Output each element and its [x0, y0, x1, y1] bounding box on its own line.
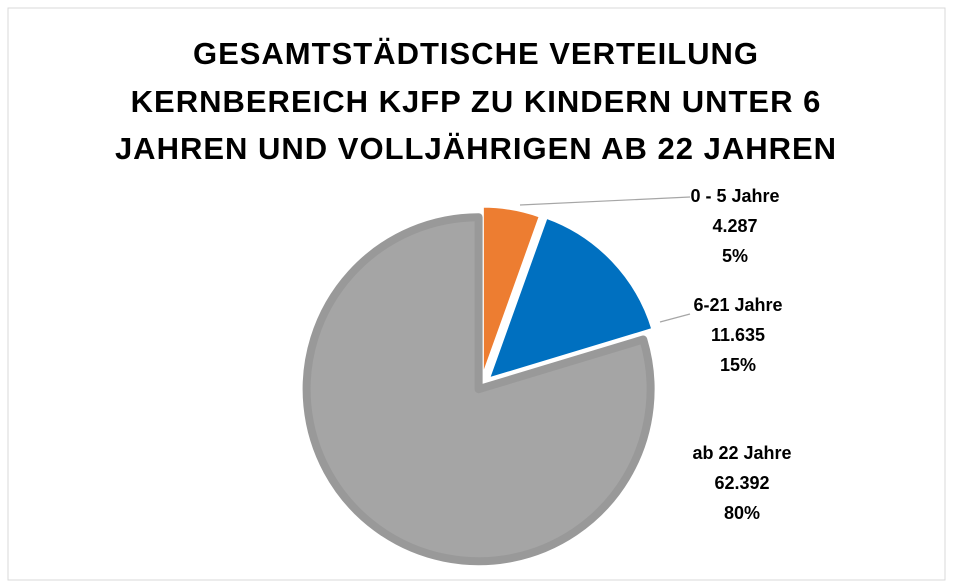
pie-slice [480, 204, 542, 380]
data-label-percent: 15% [720, 355, 756, 375]
data-label-name: ab 22 Jahre [692, 443, 791, 463]
chart-title: GESAMTSTÄDTISCHE VERTEILUNG [193, 36, 759, 71]
chart-title: JAHREN UND VOLLJÄHRIGEN AB 22 JAHREN [115, 131, 837, 166]
leader-line [519, 196, 691, 206]
data-label-percent: 5% [722, 246, 748, 266]
leader-line [659, 313, 691, 323]
chart-title: KERNBEREICH KJFP ZU KINDERN UNTER 6 [131, 84, 822, 119]
data-label-value: 11.635 [711, 325, 765, 345]
data-label-name: 0 - 5 Jahre [690, 186, 779, 206]
pie-slice [302, 213, 655, 566]
pie-slice [486, 215, 655, 381]
data-label-percent: 80% [724, 503, 760, 523]
data-label-value: 62.392 [714, 473, 769, 493]
data-label-value: 4.287 [712, 216, 757, 236]
data-label-name: 6-21 Jahre [693, 295, 782, 315]
